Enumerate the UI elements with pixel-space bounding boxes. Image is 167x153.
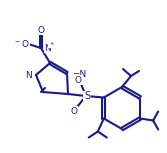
Text: S: S bbox=[84, 91, 90, 101]
Text: =N: =N bbox=[72, 69, 86, 78]
Text: N: N bbox=[44, 43, 51, 52]
Text: $^-$O: $^-$O bbox=[13, 37, 29, 49]
Text: O: O bbox=[70, 106, 77, 116]
Text: $^+$: $^+$ bbox=[48, 42, 55, 48]
Text: N: N bbox=[25, 71, 32, 80]
Text: O: O bbox=[38, 26, 44, 34]
Text: O: O bbox=[74, 75, 81, 84]
